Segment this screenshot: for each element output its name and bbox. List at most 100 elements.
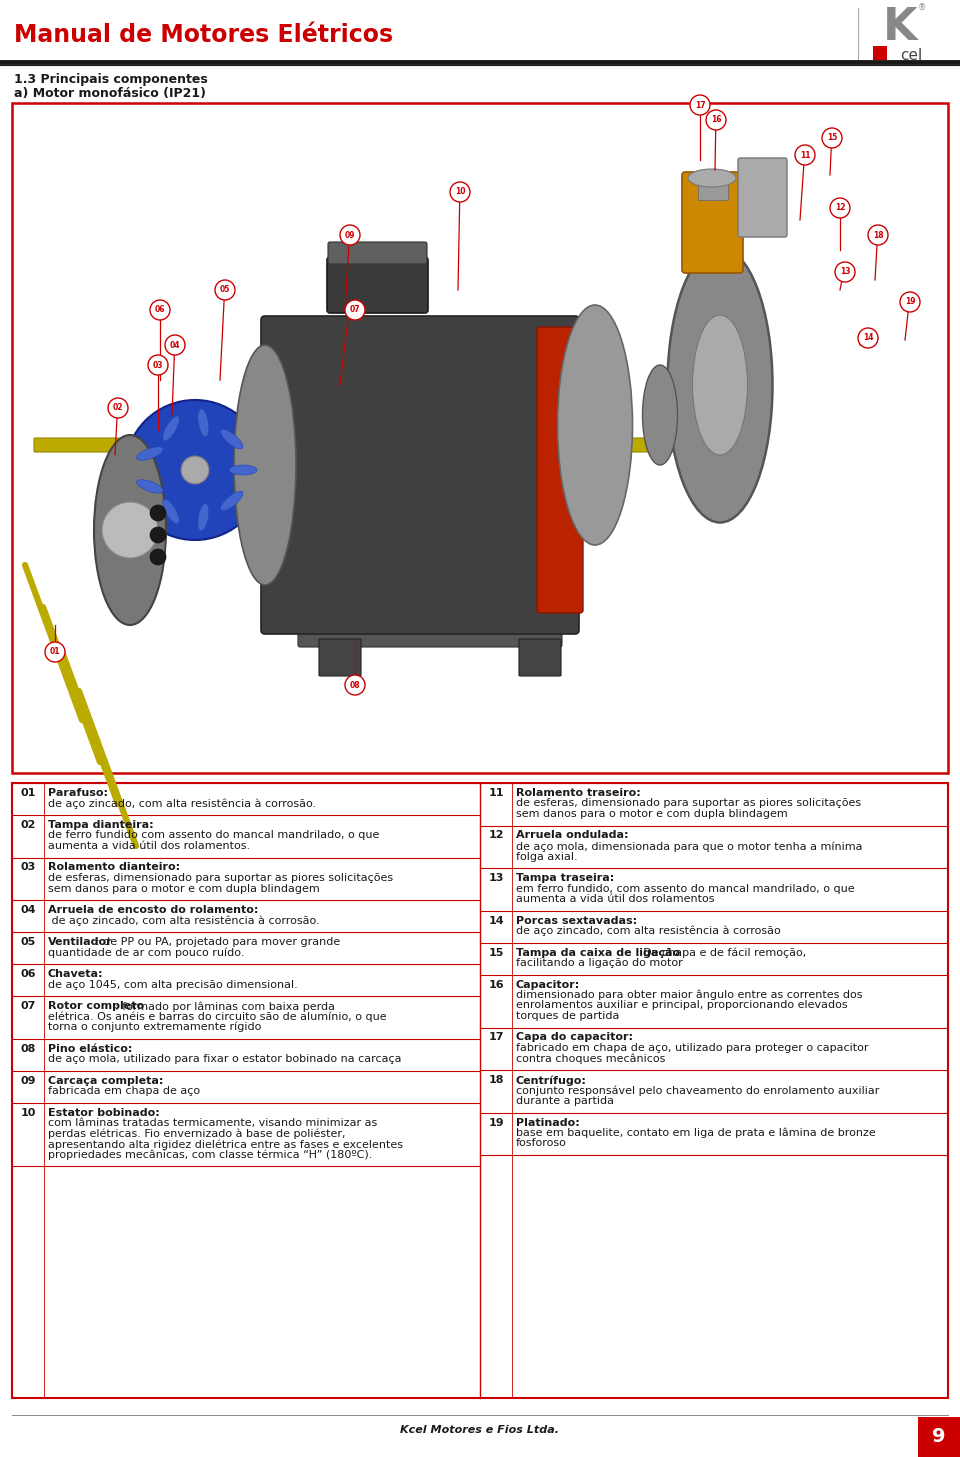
Text: de aço 1045, com alta precisão dimensional.: de aço 1045, com alta precisão dimension… — [48, 979, 298, 989]
Text: Tampa da caixa de ligação: Tampa da caixa de ligação — [516, 947, 680, 957]
Circle shape — [830, 198, 850, 219]
Text: dimensionado para obter maior ângulo entre as correntes dos: dimensionado para obter maior ângulo ent… — [516, 989, 862, 1001]
Text: de aço zincado, com alta resistência à corrosão.: de aço zincado, com alta resistência à c… — [48, 915, 320, 927]
Text: Ventilador: Ventilador — [48, 937, 112, 947]
Circle shape — [835, 262, 855, 283]
Circle shape — [345, 300, 365, 321]
Text: de aço mola, dimensionada para que o motor tenha a mínima: de aço mola, dimensionada para que o mot… — [516, 841, 862, 851]
Text: Arruela de encosto do rolamento:: Arruela de encosto do rolamento: — [48, 905, 258, 915]
Text: : de PP ou PA, projetado para mover grande: : de PP ou PA, projetado para mover gran… — [96, 937, 340, 947]
Text: durante a partida: durante a partida — [516, 1096, 614, 1106]
Circle shape — [900, 291, 920, 312]
Text: 15: 15 — [489, 947, 504, 957]
Text: 04: 04 — [20, 905, 36, 915]
FancyBboxPatch shape — [298, 618, 562, 647]
Text: 04: 04 — [170, 341, 180, 350]
Text: 05: 05 — [220, 286, 230, 294]
Circle shape — [125, 401, 265, 541]
Ellipse shape — [642, 366, 678, 465]
Circle shape — [108, 398, 128, 418]
Text: 03: 03 — [153, 360, 163, 370]
Circle shape — [706, 109, 726, 130]
FancyBboxPatch shape — [537, 326, 583, 613]
Text: Rolamento traseiro:: Rolamento traseiro: — [516, 788, 640, 798]
Bar — [873, 47, 887, 60]
Circle shape — [822, 128, 842, 149]
Ellipse shape — [163, 500, 180, 525]
Text: 10: 10 — [455, 188, 466, 197]
FancyBboxPatch shape — [519, 640, 561, 676]
Text: 17: 17 — [695, 101, 706, 109]
Text: quantidade de ar com pouco ruído.: quantidade de ar com pouco ruído. — [48, 947, 245, 959]
Text: 18: 18 — [489, 1075, 504, 1085]
Text: enrolamentos auxiliar e principal, proporcionando elevados: enrolamentos auxiliar e principal, propo… — [516, 1001, 848, 1011]
Text: cel: cel — [900, 48, 923, 63]
Text: 11: 11 — [800, 150, 810, 159]
FancyBboxPatch shape — [261, 316, 579, 634]
Ellipse shape — [150, 506, 166, 522]
FancyBboxPatch shape — [34, 439, 756, 452]
Text: 01: 01 — [20, 788, 36, 798]
Circle shape — [345, 675, 365, 695]
Text: de aço zincado, com alta resistência à corrosão: de aço zincado, com alta resistência à c… — [516, 927, 780, 937]
Text: ®: ® — [918, 3, 926, 13]
Text: 06: 06 — [20, 969, 36, 979]
Ellipse shape — [198, 409, 209, 437]
Text: 01: 01 — [50, 647, 60, 657]
Text: de esferas, dimensionado para suportar as piores solicitações: de esferas, dimensionado para suportar a… — [48, 873, 394, 883]
Circle shape — [858, 328, 878, 348]
Ellipse shape — [136, 447, 163, 460]
Circle shape — [450, 182, 470, 203]
Bar — [698, 181, 728, 200]
Text: 09: 09 — [345, 230, 355, 239]
Text: Estator bobinado:: Estator bobinado: — [48, 1107, 159, 1118]
Text: 02: 02 — [20, 820, 36, 830]
Circle shape — [340, 224, 360, 245]
Text: 02: 02 — [112, 404, 123, 412]
Text: 1.3 Principais componentes: 1.3 Principais componentes — [14, 73, 207, 86]
Text: base em baquelite, contato em liga de prata e lâmina de bronze: base em baquelite, contato em liga de pr… — [516, 1128, 876, 1138]
Text: de esferas, dimensionado para suportar as piores solicitações: de esferas, dimensionado para suportar a… — [516, 798, 861, 809]
Text: fabricado em chapa de aço, utilizado para proteger o capacitor: fabricado em chapa de aço, utilizado par… — [516, 1043, 869, 1053]
Text: Parafuso:: Parafuso: — [48, 788, 108, 798]
Text: Carcaça completa:: Carcaça completa: — [48, 1075, 163, 1085]
Ellipse shape — [692, 315, 748, 455]
Text: conjunto responsável pelo chaveamento do enrolamento auxiliar: conjunto responsável pelo chaveamento do… — [516, 1085, 879, 1096]
Circle shape — [102, 503, 158, 558]
Text: Rolamento dianteiro:: Rolamento dianteiro: — [48, 863, 180, 873]
Text: Arruela ondulada:: Arruela ondulada: — [516, 830, 629, 841]
Ellipse shape — [198, 504, 209, 532]
Text: K: K — [883, 6, 917, 50]
Text: Capa do capacitor:: Capa do capacitor: — [516, 1033, 633, 1043]
Text: 9: 9 — [932, 1428, 946, 1447]
Text: 15: 15 — [827, 134, 837, 143]
Text: 06: 06 — [155, 306, 165, 315]
Ellipse shape — [94, 436, 166, 625]
Text: contra choques mecânicos: contra choques mecânicos — [516, 1053, 665, 1064]
Text: apresentando alta rigidez dielétrica entre as fases e excelentes: apresentando alta rigidez dielétrica ent… — [48, 1139, 403, 1150]
FancyBboxPatch shape — [738, 157, 787, 237]
Ellipse shape — [221, 491, 243, 510]
Text: folga axial.: folga axial. — [516, 851, 578, 861]
Text: torna o conjunto extremamente rígido: torna o conjunto extremamente rígido — [48, 1021, 261, 1033]
Text: 03: 03 — [20, 863, 36, 873]
Text: 18: 18 — [873, 230, 883, 239]
Text: 07: 07 — [20, 1001, 36, 1011]
Text: 14: 14 — [489, 915, 504, 925]
Text: Rotor completo: Rotor completo — [48, 1001, 144, 1011]
Text: 12: 12 — [489, 830, 504, 841]
Text: 05: 05 — [20, 937, 36, 947]
Text: : formado por lâminas com baixa perda: : formado por lâminas com baixa perda — [115, 1001, 335, 1011]
Text: de ferro fundido com assento do mancal mandrilado, o que: de ferro fundido com assento do mancal m… — [48, 830, 379, 841]
Bar — [12, 103, 948, 774]
Ellipse shape — [667, 248, 773, 523]
Ellipse shape — [150, 549, 166, 565]
Text: fabricada em chapa de aço: fabricada em chapa de aço — [48, 1085, 200, 1096]
FancyBboxPatch shape — [328, 242, 427, 264]
Text: elétrica. Os anéis e barras do circuito são de alumínio, o que: elétrica. Os anéis e barras do circuito … — [48, 1011, 387, 1021]
Text: 19: 19 — [489, 1118, 504, 1128]
Text: aumenta a vida útil dos rolamentos.: aumenta a vida útil dos rolamentos. — [48, 841, 251, 851]
Text: : De chapa e de fácil remoção,: : De chapa e de fácil remoção, — [636, 947, 806, 959]
Text: Capacitor:: Capacitor: — [516, 979, 580, 989]
Text: com lâminas tratadas termicamente, visando minimizar as: com lâminas tratadas termicamente, visan… — [48, 1118, 377, 1128]
